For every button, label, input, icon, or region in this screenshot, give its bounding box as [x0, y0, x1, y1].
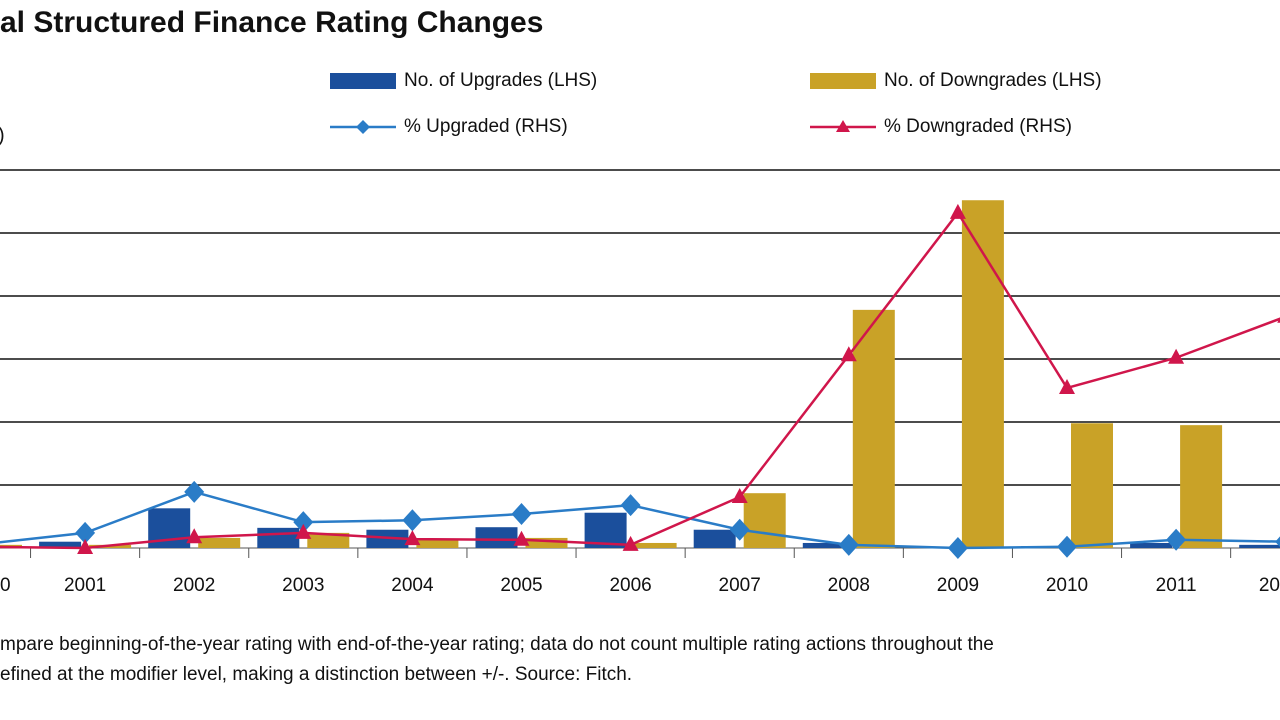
- line-marker: [949, 203, 966, 219]
- line-marker: [1168, 348, 1185, 364]
- line-marker: [1057, 535, 1077, 558]
- line-marker: [620, 494, 641, 517]
- bar: [743, 493, 786, 548]
- bar: [525, 537, 568, 548]
- line-marker: [184, 480, 205, 503]
- line-marker: [75, 521, 96, 544]
- bar: [693, 529, 736, 548]
- legend-label: % Upgraded (RHS): [404, 116, 568, 137]
- x-tick-label: 2002: [173, 575, 215, 596]
- legend-label: No. of Downgrades (LHS): [884, 70, 1102, 91]
- x-tick-label: 20: [1259, 575, 1280, 596]
- line-marker: [295, 523, 312, 539]
- line-marker: [731, 487, 748, 503]
- line-marker: [1059, 378, 1075, 394]
- bar: [257, 527, 300, 548]
- bar: [1180, 425, 1223, 548]
- line-marker: [729, 518, 750, 541]
- line-marker: [1275, 536, 1280, 547]
- x-tick-label: 2011: [1156, 575, 1197, 596]
- x-tick-label: 2010: [1046, 575, 1088, 596]
- legend-label: No. of Upgrades (LHS): [404, 70, 597, 91]
- bar: [1071, 423, 1113, 548]
- bar: [852, 309, 895, 548]
- legend-swatch: [330, 73, 396, 89]
- x-tick-label: 2008: [828, 575, 870, 596]
- y-axis-label: ): [0, 124, 5, 146]
- line-marker: [404, 530, 421, 546]
- line-marker: [1166, 528, 1187, 551]
- x-tick-label: 2001: [64, 575, 106, 596]
- legend-label: % Downgraded (RHS): [884, 116, 1072, 137]
- line-marker: [840, 346, 857, 362]
- bar: [39, 541, 82, 548]
- x-tick-label: 2007: [719, 575, 761, 596]
- bar: [307, 532, 350, 548]
- bar: [802, 542, 845, 548]
- bar: [634, 542, 677, 548]
- line-marker: [77, 539, 94, 554]
- x-tick-label: 2004: [391, 575, 434, 596]
- footnote: efined at the modifier level, making a d…: [0, 664, 632, 685]
- line-marker: [513, 530, 530, 546]
- legend-swatch: [810, 73, 876, 89]
- bar: [475, 527, 518, 548]
- bar: [416, 539, 459, 548]
- bar: [1239, 544, 1280, 548]
- footnote: mpare beginning-of-the-year rating with …: [0, 634, 994, 655]
- line-marker: [947, 537, 968, 559]
- line-marker: [186, 528, 203, 544]
- bar: [198, 537, 241, 548]
- chart-title: al Structured Finance Rating Changes: [0, 6, 543, 39]
- x-tick-label: 0: [0, 575, 11, 596]
- x-tick-label: 2005: [500, 575, 542, 596]
- line-marker: [838, 533, 859, 556]
- line-marker: [402, 509, 423, 532]
- x-tick-label: 2003: [282, 575, 324, 596]
- line-marker: [293, 511, 314, 534]
- x-tick-label: 2006: [609, 575, 651, 596]
- bar: [961, 200, 1004, 549]
- line-marker: [1277, 317, 1280, 323]
- line-marker: [511, 502, 532, 525]
- legend-marker: [356, 120, 370, 134]
- line-marker: [622, 535, 639, 551]
- bar: [1130, 542, 1173, 548]
- legend-marker: [836, 120, 850, 132]
- x-tick-label: 2009: [937, 575, 979, 596]
